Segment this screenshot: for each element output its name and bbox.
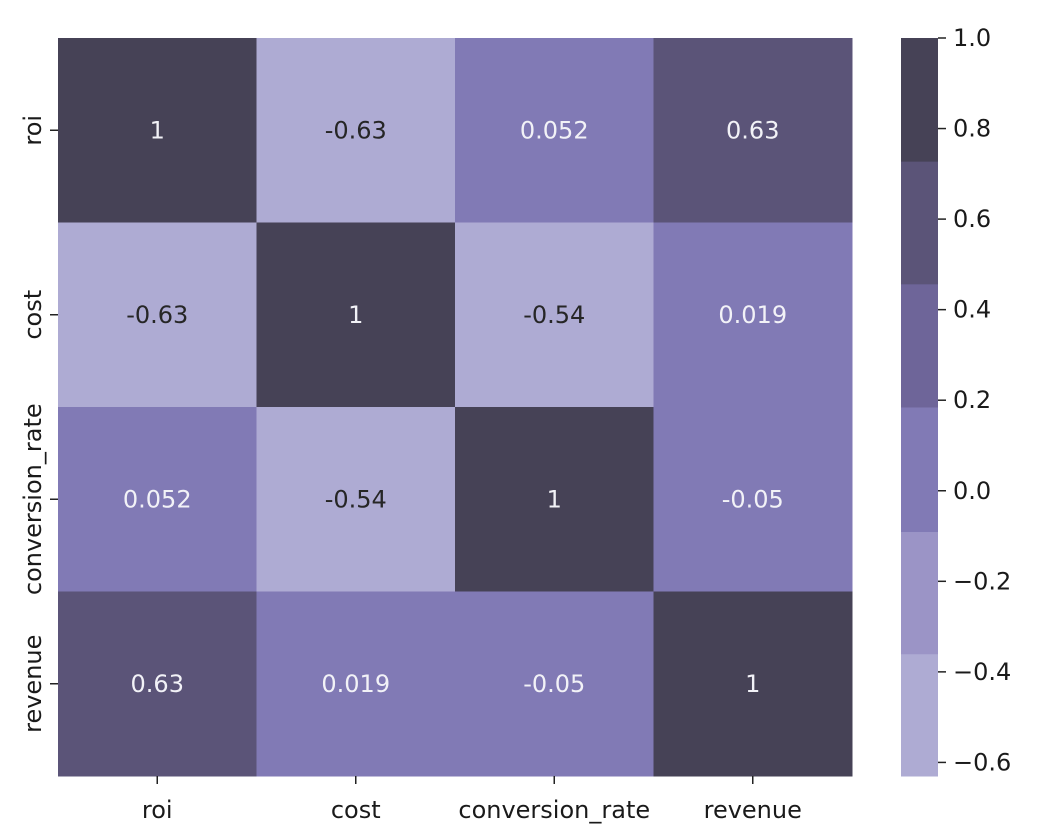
- y-tick-label: roi: [19, 115, 47, 146]
- heatmap-cell: [653, 407, 853, 592]
- heatmap-cell: [455, 407, 654, 592]
- x-tick-label: conversion_rate: [458, 796, 650, 824]
- colorbar-tick-label: −0.2: [953, 567, 1011, 595]
- cell-annotation: 1: [150, 116, 165, 144]
- heatmap-cell: [653, 591, 853, 777]
- heatmap-cell: [58, 407, 257, 592]
- cell-annotation: -0.54: [325, 485, 387, 513]
- colorbar-segment: [901, 38, 938, 162]
- heatmap-cells: [58, 38, 853, 777]
- y-tick-label: conversion_rate: [19, 403, 47, 595]
- cell-annotation: -0.05: [722, 485, 784, 513]
- y-tick-label: revenue: [19, 635, 47, 733]
- cell-annotation: 1: [547, 485, 562, 513]
- colorbar-tick-label: 0.4: [953, 296, 991, 324]
- cell-annotation: 0.052: [520, 116, 589, 144]
- cell-annotation: 0.63: [131, 670, 184, 698]
- heatmap-cell: [256, 222, 456, 408]
- x-tick-label: cost: [331, 796, 381, 824]
- cell-annotation: 1: [745, 670, 760, 698]
- heatmap-cell: [455, 222, 654, 408]
- colorbar-segment: [901, 531, 938, 655]
- colorbar-tick-label: 0.8: [953, 115, 991, 143]
- x-axis-ticks: roi cost conversion_rate revenue: [142, 776, 802, 824]
- colorbar-segment: [901, 283, 938, 408]
- cell-annotation: 1: [348, 301, 363, 329]
- colorbar: 1.0 0.8 0.6 0.4 0.2 0.0 −0.2 −0.4 −0.6: [901, 24, 1011, 777]
- cell-annotation: 0.052: [123, 485, 192, 513]
- heatmap-cell: [58, 222, 257, 408]
- heatmap-cell: [58, 38, 257, 223]
- cell-annotation: -0.63: [325, 116, 387, 144]
- heatmap-cell: [455, 38, 654, 223]
- cell-annotation: 0.019: [321, 670, 390, 698]
- colorbar-tick-label: 0.2: [953, 386, 991, 414]
- cell-annotation: -0.54: [523, 301, 585, 329]
- cell-annotation: 0.63: [726, 116, 779, 144]
- heatmap-cell: [455, 591, 654, 777]
- cell-annotation: -0.05: [523, 670, 585, 698]
- x-tick-label: revenue: [704, 796, 802, 824]
- colorbar-tick-label: 1.0: [953, 24, 991, 52]
- colorbar-segment: [901, 161, 938, 285]
- colorbar-tick-label: 0.0: [953, 477, 991, 505]
- colorbar-tick-label: 0.6: [953, 205, 991, 233]
- colorbar-tick-label: −0.6: [953, 748, 1011, 776]
- heatmap-cell: [256, 38, 456, 223]
- cell-annotation: -0.63: [126, 301, 188, 329]
- heatmap-cell: [653, 38, 853, 223]
- heatmap-annotations: 1 -0.63 0.052 0.63 -0.63 1 -0.54 0.019 0.052 -0.5…: [123, 116, 787, 698]
- colorbar-tick-label: −0.4: [953, 658, 1011, 686]
- cell-annotation: 0.019: [718, 301, 787, 329]
- x-tick-label: roi: [142, 796, 173, 824]
- heatmap-cell: [653, 222, 853, 408]
- heatmap-cell: [256, 591, 456, 777]
- heatmap-cell: [256, 407, 456, 592]
- colorbar-segment: [901, 653, 938, 777]
- heatmap-cell: [58, 591, 257, 777]
- colorbar-segment: [901, 407, 938, 533]
- y-tick-label: cost: [19, 290, 47, 340]
